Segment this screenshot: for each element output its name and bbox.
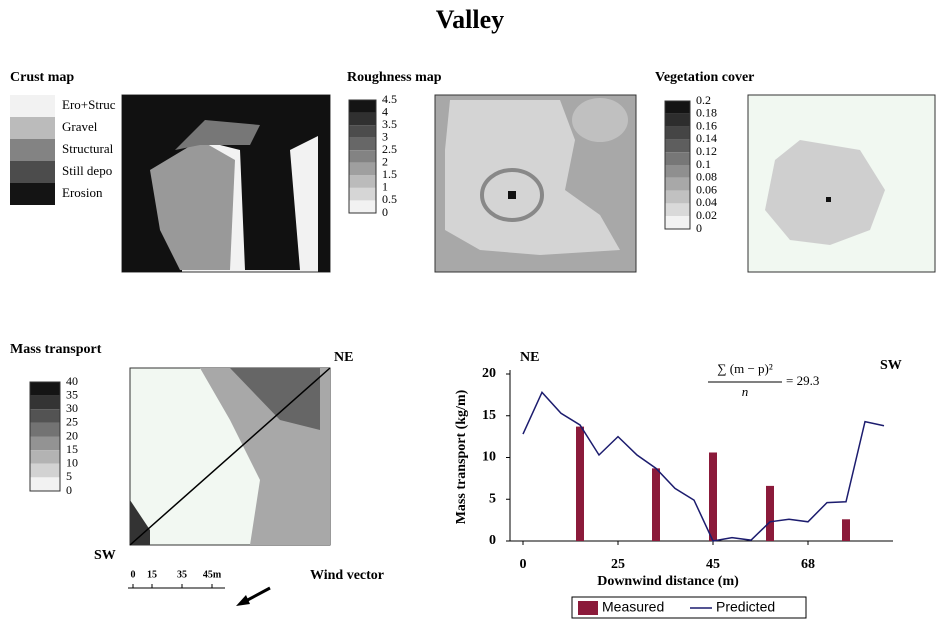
vegetation-map [748,95,935,272]
corner-label: SW [94,548,116,563]
legend-swatch [578,601,598,615]
color-label: 15 [66,442,78,456]
legend-label: Structural [62,141,114,156]
color-step [665,114,690,127]
color-step [349,163,376,176]
x-tick-label: 0 [520,557,527,572]
legend-label: Ero+Struc [62,97,116,112]
color-step [30,423,60,437]
x-axis-title: Downwind distance (m) [597,574,739,589]
color-label: 25 [66,415,78,429]
y-tick-label: 20 [482,366,496,381]
color-label: 0 [382,205,388,219]
x-tick-label: 25 [611,557,625,572]
arrow-label: Wind vector [310,568,384,583]
bar [652,468,660,541]
color-step [30,437,60,451]
color-label: 10 [66,456,78,470]
color-label: 40 [66,374,78,388]
scale-label: 15 [147,569,157,580]
legend-swatch [10,161,55,183]
legend-swatch [10,95,55,117]
crust-map [122,95,330,272]
color-label: 0 [66,483,72,497]
legend-swatch [10,183,55,205]
bar [709,452,717,541]
legend-label: Predicted [716,599,775,615]
mass-transport-map [128,368,330,606]
annotation: SW [880,358,902,373]
scale-label: 0 [131,569,136,580]
color-step [665,152,690,165]
color-step [30,409,60,423]
corner-label: NE [334,350,353,365]
annotation: = 29.3 [786,373,819,388]
color-step [349,150,376,163]
color-label: 5 [66,469,72,483]
legend-label: Erosion [62,185,103,200]
y-tick-label: 5 [489,491,496,506]
x-tick-label: 68 [801,557,815,572]
color-step [665,165,690,178]
scale-label: 35 [177,569,187,580]
legend-swatch [10,117,55,139]
color-step [30,464,60,478]
color-step [349,175,376,188]
color-step [665,178,690,191]
color-step [665,203,690,216]
scale-label: 45m [203,569,222,580]
panel-title: Vegetation cover [655,70,754,85]
y-tick-label: 15 [482,408,496,423]
color-step [30,477,60,491]
color-step [349,125,376,138]
x-tick-label: 45 [706,557,720,572]
color-step [349,100,376,113]
color-step [30,450,60,464]
figure: Valley Crust map Roughness map Vegetatio… [0,0,940,619]
legend-label: Still depo [62,163,112,178]
legend-label: Measured [602,599,664,615]
annotation: NE [520,350,539,365]
color-step [665,216,690,229]
color-step [30,396,60,410]
annotation: ∑ (m − p)² [717,361,773,376]
bar [576,427,584,541]
color-step [665,127,690,140]
roughness-map [435,95,636,272]
panel-title: Roughness map [347,70,442,85]
color-step [349,188,376,201]
figure-title: Valley [436,5,504,34]
color-label: 35 [66,387,78,401]
legend-label: Gravel [62,119,98,134]
color-step [665,101,690,114]
panel-title: Crust map [10,70,74,85]
panel-title: Mass transport [10,342,102,357]
color-label: 20 [66,428,78,442]
bar [842,519,850,541]
color-step [349,113,376,126]
bar [766,486,774,541]
color-step [349,138,376,151]
color-step [349,200,376,213]
color-step [30,382,60,396]
legend-swatch [10,139,55,161]
annotation: n [742,384,749,399]
y-axis-title: Mass transport (kg/m) [454,389,469,524]
y-tick-label: 10 [482,450,496,465]
color-label: 30 [66,401,78,415]
color-step [665,191,690,204]
color-label: 0 [696,221,702,235]
color-step [665,139,690,152]
y-tick-label: 0 [489,533,496,548]
